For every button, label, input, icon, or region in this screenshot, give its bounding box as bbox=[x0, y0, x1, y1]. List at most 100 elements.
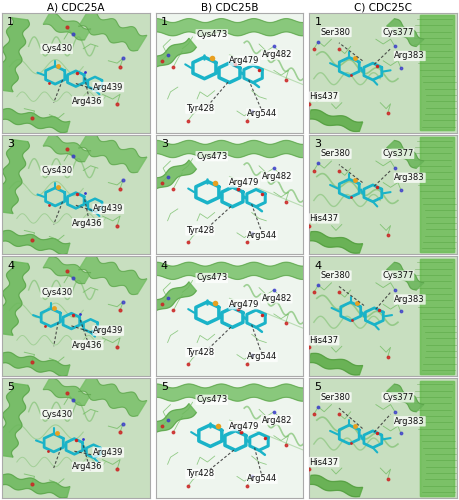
Text: Arg482: Arg482 bbox=[262, 50, 292, 59]
Text: 4: 4 bbox=[161, 260, 168, 270]
Polygon shape bbox=[0, 140, 29, 214]
Polygon shape bbox=[420, 380, 454, 496]
Polygon shape bbox=[43, 13, 91, 40]
Polygon shape bbox=[0, 230, 70, 254]
Text: Ser380: Ser380 bbox=[321, 150, 351, 158]
Polygon shape bbox=[308, 232, 363, 253]
Polygon shape bbox=[420, 259, 454, 374]
Text: Arg439: Arg439 bbox=[93, 82, 123, 92]
Polygon shape bbox=[145, 38, 196, 71]
Text: Arg436: Arg436 bbox=[73, 340, 103, 349]
Polygon shape bbox=[0, 262, 29, 336]
Text: Arg544: Arg544 bbox=[247, 352, 277, 362]
Text: Tyr428: Tyr428 bbox=[186, 226, 214, 235]
Text: Ser380: Ser380 bbox=[321, 28, 351, 36]
Polygon shape bbox=[308, 110, 363, 132]
Polygon shape bbox=[43, 257, 91, 283]
Polygon shape bbox=[308, 475, 363, 497]
Polygon shape bbox=[78, 376, 147, 416]
Text: Arg383: Arg383 bbox=[394, 417, 425, 426]
Text: His437: His437 bbox=[310, 92, 339, 101]
Polygon shape bbox=[0, 108, 70, 132]
Polygon shape bbox=[420, 137, 454, 252]
Polygon shape bbox=[78, 10, 147, 51]
Text: Arg479: Arg479 bbox=[229, 56, 259, 65]
Polygon shape bbox=[43, 135, 91, 162]
Text: 1: 1 bbox=[7, 17, 14, 27]
Text: Arg439: Arg439 bbox=[93, 204, 123, 214]
Text: Cys377: Cys377 bbox=[382, 150, 414, 158]
Polygon shape bbox=[145, 160, 196, 193]
Polygon shape bbox=[148, 140, 311, 158]
Polygon shape bbox=[420, 16, 454, 130]
Polygon shape bbox=[148, 262, 311, 280]
Polygon shape bbox=[308, 354, 363, 375]
Text: 1: 1 bbox=[314, 17, 322, 27]
Text: His437: His437 bbox=[310, 214, 339, 223]
Title: A) CDC25A: A) CDC25A bbox=[47, 2, 105, 12]
Text: Cys377: Cys377 bbox=[382, 28, 414, 36]
Title: B) CDC25B: B) CDC25B bbox=[201, 2, 258, 12]
Polygon shape bbox=[145, 282, 196, 315]
Polygon shape bbox=[0, 352, 70, 376]
Text: Arg383: Arg383 bbox=[394, 173, 425, 182]
Text: 3: 3 bbox=[314, 139, 322, 149]
Polygon shape bbox=[387, 262, 424, 290]
Polygon shape bbox=[420, 137, 454, 252]
Text: Cys430: Cys430 bbox=[41, 288, 72, 297]
Polygon shape bbox=[420, 380, 454, 496]
Polygon shape bbox=[420, 16, 454, 130]
Text: Arg544: Arg544 bbox=[247, 109, 277, 118]
Text: Arg383: Arg383 bbox=[394, 295, 425, 304]
Text: Arg383: Arg383 bbox=[394, 52, 425, 60]
Polygon shape bbox=[387, 384, 424, 412]
Text: 5: 5 bbox=[161, 382, 168, 392]
Text: Arg439: Arg439 bbox=[93, 326, 123, 335]
Text: Arg482: Arg482 bbox=[262, 416, 292, 424]
Text: Tyr428: Tyr428 bbox=[186, 348, 214, 356]
Text: Cys473: Cys473 bbox=[196, 152, 227, 160]
Text: 5: 5 bbox=[314, 382, 322, 392]
Polygon shape bbox=[78, 254, 147, 294]
Text: 4: 4 bbox=[314, 260, 322, 270]
Text: Arg482: Arg482 bbox=[262, 294, 292, 303]
Polygon shape bbox=[420, 16, 454, 130]
Text: Arg439: Arg439 bbox=[93, 448, 123, 457]
Text: 5: 5 bbox=[7, 382, 14, 392]
Text: Cys377: Cys377 bbox=[382, 393, 414, 402]
Polygon shape bbox=[387, 140, 424, 168]
Polygon shape bbox=[420, 137, 454, 252]
Text: 1: 1 bbox=[161, 17, 168, 27]
Polygon shape bbox=[420, 380, 454, 496]
Text: Arg544: Arg544 bbox=[247, 230, 277, 239]
Polygon shape bbox=[78, 132, 147, 172]
Text: Ser380: Ser380 bbox=[321, 271, 351, 280]
Text: Arg479: Arg479 bbox=[229, 178, 259, 187]
Polygon shape bbox=[0, 383, 29, 457]
Text: Ser380: Ser380 bbox=[321, 393, 351, 402]
Text: Arg436: Arg436 bbox=[73, 462, 103, 471]
Text: Arg482: Arg482 bbox=[262, 172, 292, 181]
Text: Cys430: Cys430 bbox=[41, 410, 72, 418]
Text: Cys430: Cys430 bbox=[41, 166, 72, 175]
Text: His437: His437 bbox=[310, 336, 339, 344]
Text: His437: His437 bbox=[310, 458, 339, 466]
Text: 3: 3 bbox=[7, 139, 14, 149]
Text: Arg436: Arg436 bbox=[73, 218, 103, 228]
Polygon shape bbox=[387, 19, 424, 46]
Text: Cys473: Cys473 bbox=[196, 274, 227, 282]
Polygon shape bbox=[0, 18, 29, 92]
Polygon shape bbox=[0, 474, 70, 498]
Text: 4: 4 bbox=[7, 260, 14, 270]
Polygon shape bbox=[420, 259, 454, 374]
Text: Arg544: Arg544 bbox=[247, 474, 277, 484]
Text: 3: 3 bbox=[161, 139, 168, 149]
Text: Arg479: Arg479 bbox=[229, 300, 259, 309]
Polygon shape bbox=[420, 259, 454, 374]
Title: C) CDC25C: C) CDC25C bbox=[354, 2, 412, 12]
Polygon shape bbox=[148, 18, 311, 36]
Text: Cys473: Cys473 bbox=[196, 30, 227, 39]
Text: Tyr428: Tyr428 bbox=[186, 470, 214, 478]
Polygon shape bbox=[148, 384, 311, 401]
Polygon shape bbox=[43, 378, 91, 406]
